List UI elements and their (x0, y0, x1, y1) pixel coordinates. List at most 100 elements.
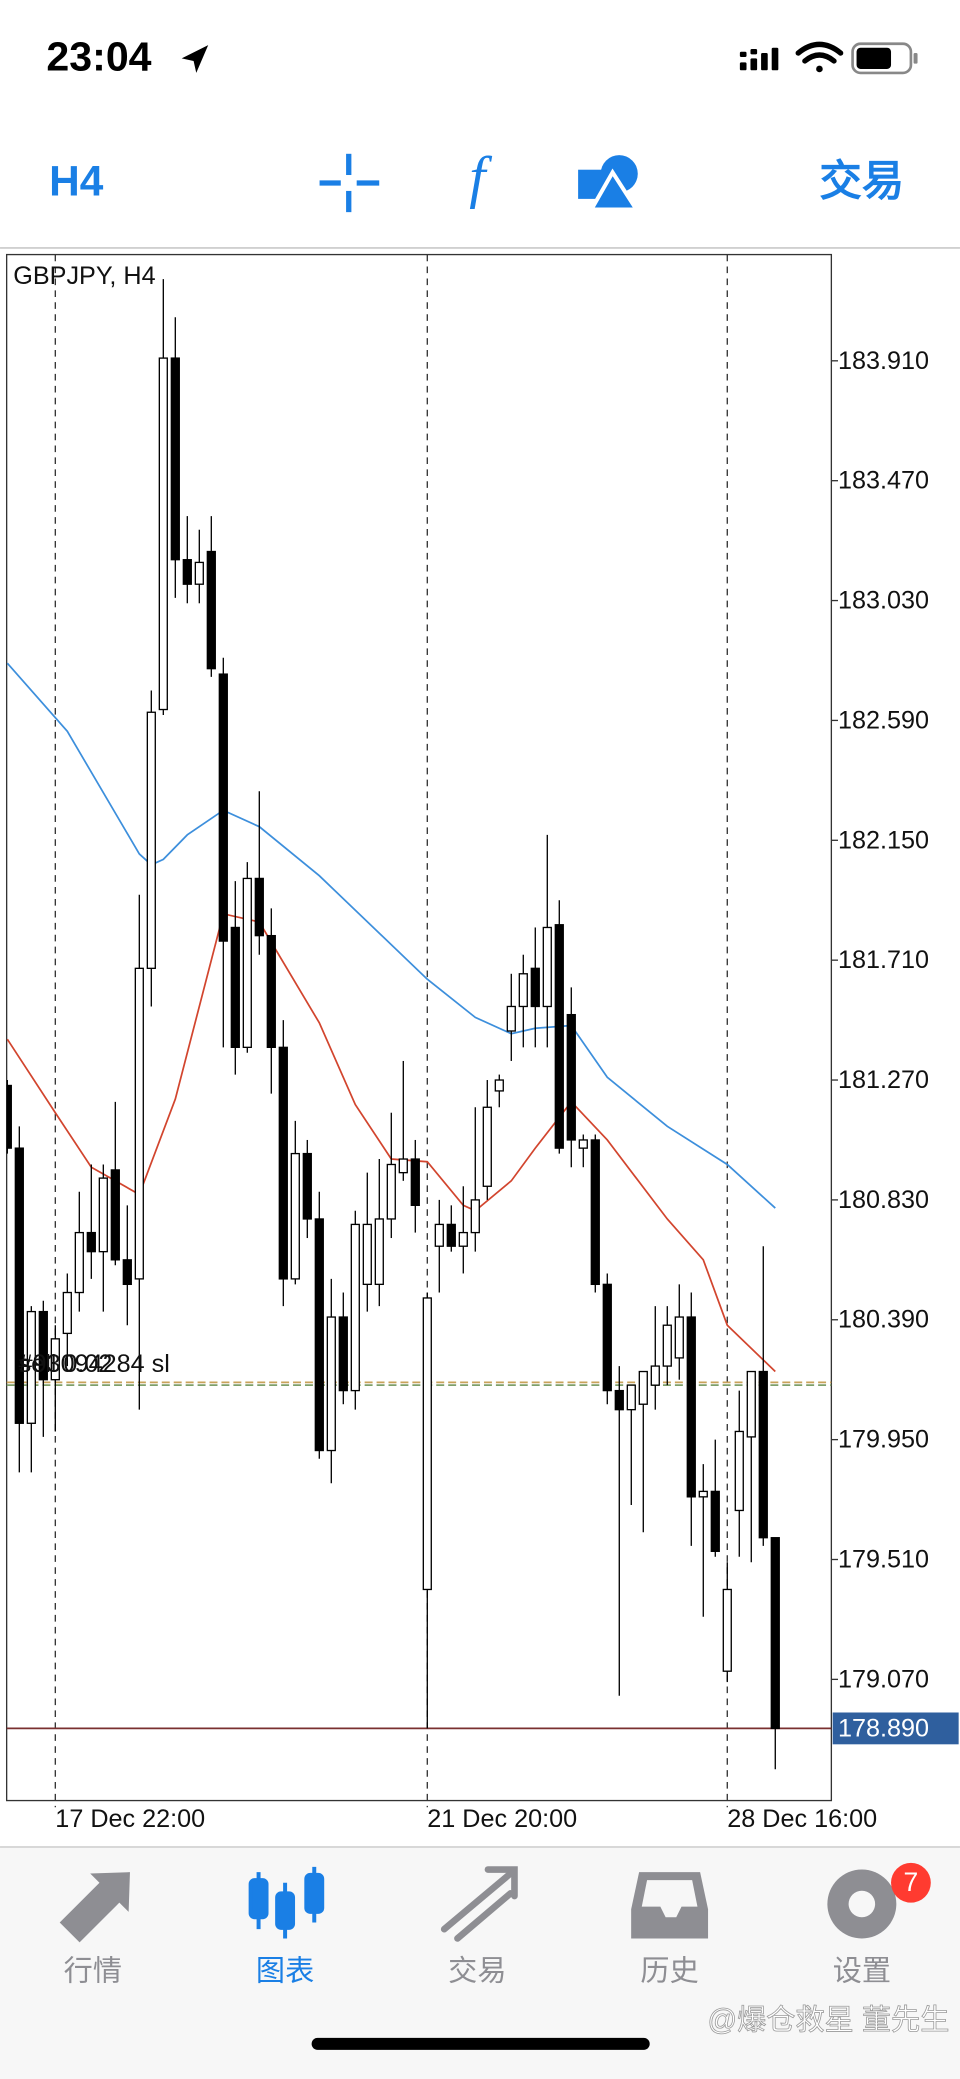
y-tick-label: 180.390 (838, 1306, 929, 1334)
candle-body (746, 1370, 756, 1438)
tab-label[interactable]: 历史 (640, 1955, 698, 1988)
location-icon (181, 45, 209, 73)
candle-body (650, 1365, 660, 1386)
battery-icon (851, 42, 918, 75)
y-tick-label: 180.830 (838, 1186, 929, 1214)
signal-icon (739, 47, 779, 71)
candle-body (206, 550, 216, 670)
candle-body (626, 1384, 636, 1411)
candle-body (110, 1169, 120, 1261)
candle-body (254, 877, 264, 937)
candle-body (662, 1324, 672, 1367)
candle-body (338, 1316, 348, 1392)
candle-body (62, 1291, 72, 1335)
candle-body (230, 926, 240, 1048)
y-tick-label: 182.150 (838, 826, 929, 854)
candle-body (758, 1370, 768, 1539)
candle-body (590, 1139, 600, 1286)
candle-body (458, 1231, 468, 1247)
candle-body (698, 1490, 708, 1498)
candle-body (578, 1139, 588, 1149)
plot-area (6, 279, 832, 1770)
candle-body (614, 1389, 624, 1411)
badge-count: 7 (904, 1867, 919, 1897)
order-line-label: #93094284 sl (19, 1350, 170, 1378)
chart-frame (5, 253, 833, 1802)
candle-body (530, 967, 540, 1008)
settings-icon (827, 1869, 897, 1939)
candle-body (6, 1084, 12, 1149)
y-tick-label: 179.070 (838, 1665, 929, 1693)
candle-body (734, 1430, 744, 1512)
tabs: 行情 图表 交易 历史 设置 (64, 1955, 891, 1988)
candle-body (470, 1199, 480, 1234)
candle-body (602, 1283, 612, 1392)
quotes-icon (59, 1872, 130, 1943)
badge (891, 1862, 931, 1903)
candle-body (494, 1079, 504, 1092)
moving-average (6, 912, 776, 1373)
candle-body (278, 1046, 288, 1280)
trade-icon (440, 1866, 518, 1942)
tab-label[interactable]: 行情 (64, 1955, 122, 1988)
candle-body (134, 967, 144, 1280)
candle-body (770, 1537, 780, 1730)
candle-body (50, 1338, 60, 1381)
candle-body (554, 924, 564, 1149)
candle-body (146, 711, 156, 969)
candle-body (398, 1158, 408, 1174)
chart-title: GBPJPY, H4 (13, 262, 155, 290)
tab-label[interactable]: 图表 (256, 1955, 314, 1988)
candle-body (38, 1310, 48, 1381)
tab-label[interactable]: 设置 (833, 1956, 891, 1988)
candle-body (446, 1223, 456, 1247)
candle-body (722, 1588, 732, 1672)
candle-body (422, 1297, 432, 1591)
candle-body (326, 1316, 336, 1452)
candle-body (194, 561, 204, 585)
candle-body (314, 1218, 324, 1452)
candle-body (86, 1231, 96, 1253)
candle-body (14, 1147, 24, 1424)
history-icon (631, 1872, 709, 1939)
candle-body (710, 1490, 720, 1552)
candle-body (374, 1218, 384, 1286)
status-time: 23:04 (46, 34, 151, 80)
candle-body (218, 673, 228, 942)
candle-body (350, 1223, 360, 1392)
candle-body (290, 1152, 300, 1280)
trade-button[interactable]: 交易 (819, 158, 904, 205)
price-label-bg (832, 1712, 959, 1745)
candle-body (26, 1310, 36, 1424)
timeframe-button[interactable]: H4 (49, 158, 104, 205)
y-tick-label: 183.030 (838, 587, 929, 615)
candle-body (182, 559, 192, 585)
x-tick-label: 28 Dec 16:00 (727, 1805, 877, 1833)
candle-body (362, 1223, 372, 1286)
home-indicator (311, 2037, 650, 2050)
candle-body (542, 926, 552, 1008)
tab-label[interactable]: 交易 (448, 1955, 506, 1988)
candle-body (686, 1316, 696, 1498)
candle-body (242, 877, 252, 1048)
candle-body (122, 1259, 132, 1286)
objects-button[interactable] (578, 155, 641, 212)
candle-body (170, 357, 180, 561)
chart-icon (248, 1866, 325, 1939)
candle-body (638, 1370, 648, 1405)
y-tick-label: 179.950 (838, 1426, 929, 1454)
candle-body (506, 1005, 516, 1032)
y-tick-label: 181.710 (838, 946, 929, 974)
candle-body (674, 1316, 684, 1359)
chart: 183.910 183.470 183.030 182.590 182.150 181.7… (6, 254, 959, 1833)
y-tick-label: 181.270 (838, 1066, 929, 1094)
candle-body (566, 1013, 576, 1141)
watermark: @爆仓救星 董先生 (708, 2004, 950, 2037)
candle-body (434, 1223, 444, 1247)
candle-body (386, 1163, 396, 1220)
wifi-icon (795, 41, 844, 73)
price-label: 178.890 (838, 1714, 929, 1742)
crosshair-button[interactable] (319, 153, 380, 213)
candle-body (410, 1158, 420, 1207)
